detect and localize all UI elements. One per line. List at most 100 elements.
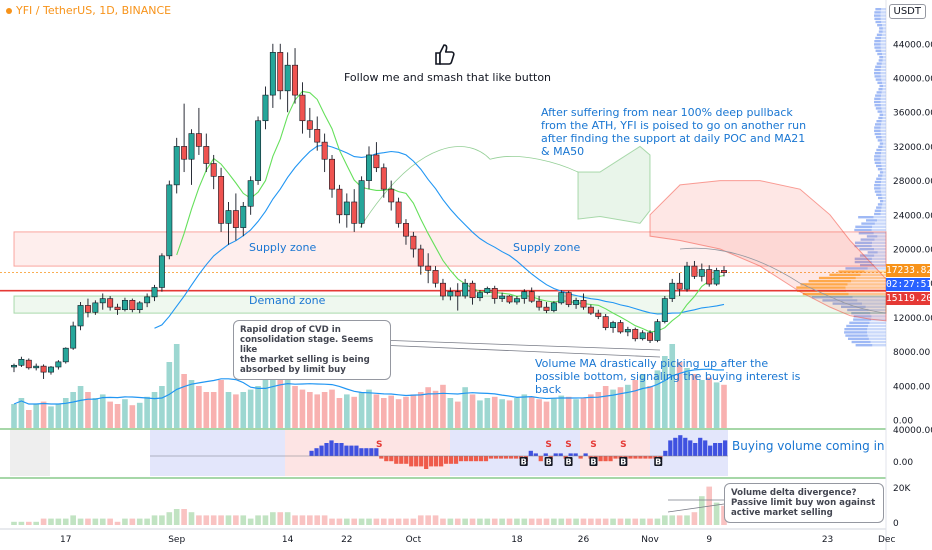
- volume-bar: [380, 398, 387, 428]
- profile-bar: [860, 273, 886, 276]
- volume-bar: [440, 384, 446, 428]
- axes: 44000.00 40000.00 36000.00 32000.00 28000.00…: [60, 40, 932, 545]
- profile-bar: [870, 340, 886, 344]
- candle: [462, 278, 469, 299]
- profile-bar: [871, 257, 886, 260]
- volume-bar: [62, 398, 69, 428]
- profile-bar: [881, 78, 886, 81]
- candle: [343, 193, 350, 228]
- profile-bar: [880, 132, 886, 136]
- delta-bar: [25, 521, 32, 525]
- candle: [166, 180, 173, 260]
- candle-body: [336, 188, 343, 216]
- profile-bar: [879, 56, 883, 59]
- candle: [617, 319, 624, 334]
- profile-bar: [875, 8, 882, 11]
- candle: [491, 285, 498, 304]
- candle: [647, 330, 654, 344]
- candle-body: [247, 180, 254, 207]
- candle-body: [573, 299, 580, 305]
- profile-bar: [853, 315, 872, 318]
- delta-bar: [210, 515, 217, 525]
- candle-body: [321, 141, 328, 160]
- candle: [602, 313, 609, 331]
- volume-bar: [617, 387, 624, 428]
- candle: [425, 253, 432, 284]
- buy-signal-box: [564, 457, 573, 466]
- candle-body: [380, 167, 387, 190]
- delta-bar: [203, 515, 210, 525]
- candle: [373, 142, 380, 173]
- profile-bar: [853, 318, 872, 321]
- volume-bar: [610, 389, 616, 428]
- candle: [610, 320, 617, 333]
- profile-bar: [874, 40, 881, 43]
- currency-button[interactable]: USDT: [888, 4, 926, 19]
- candle-body: [661, 298, 668, 322]
- volume-bar: [122, 399, 128, 428]
- candle: [676, 272, 683, 297]
- candle-body: [269, 52, 276, 96]
- cvd-bar: [468, 456, 474, 462]
- delta-bar: [55, 518, 62, 525]
- volume-bar: [366, 389, 372, 428]
- candle-body: [210, 163, 217, 177]
- profile-bar: [808, 280, 852, 283]
- buy-signal-label: B: [565, 458, 571, 467]
- profile-bar: [880, 104, 886, 107]
- candle: [395, 197, 402, 228]
- candle-body: [676, 282, 683, 290]
- candle-body: [462, 282, 469, 297]
- cvd-bar: [399, 456, 404, 464]
- profile-bar: [874, 97, 881, 100]
- profile-bar: [855, 225, 873, 228]
- profile-bar: [877, 81, 883, 84]
- candle-body: [255, 120, 262, 181]
- cvd-bar: [349, 445, 354, 456]
- delta-bar: [314, 515, 321, 525]
- profile-bar: [800, 283, 848, 286]
- profile-bar: [882, 139, 886, 142]
- cvd-bar: [344, 445, 349, 456]
- volume-bar: [240, 392, 247, 428]
- candle: [521, 289, 528, 304]
- volume-delta-panel: [11, 486, 727, 525]
- delta-bar: [558, 518, 565, 525]
- cvd-bar: [533, 453, 538, 456]
- candle: [92, 300, 99, 315]
- candle-body: [218, 176, 225, 224]
- x-tick-label: 17: [60, 535, 71, 545]
- cvd-bar: [643, 456, 648, 459]
- profile-bar: [845, 267, 868, 270]
- delta-bar: [602, 518, 609, 525]
- buy-signal-box: [544, 457, 553, 466]
- supply-zone-label-right: Supply zone: [513, 241, 581, 254]
- candle: [366, 146, 372, 190]
- volume-bar: [713, 382, 720, 428]
- cvd-bar: [473, 456, 479, 462]
- candle-body: [129, 299, 136, 311]
- delta-bar: [454, 518, 461, 525]
- cvd-bar: [693, 443, 698, 456]
- candle-body: [558, 292, 565, 304]
- profile-bar: [838, 270, 865, 273]
- volume-bar: [410, 394, 417, 428]
- profile-bar: [874, 238, 886, 241]
- candle-body: [158, 255, 165, 288]
- candle-body: [314, 129, 321, 143]
- profile-bar: [869, 321, 886, 324]
- delta-bar: [595, 518, 602, 525]
- cvd-bar: [384, 456, 389, 462]
- candle: [107, 296, 114, 311]
- profile-bar: [874, 209, 881, 212]
- candle-body: [624, 329, 631, 333]
- profile-bar: [848, 292, 886, 296]
- profile-bar: [877, 203, 883, 206]
- profile-bar: [841, 305, 866, 308]
- candle-body: [166, 184, 173, 257]
- profile-bar: [871, 228, 886, 232]
- delta-bar: [610, 518, 616, 525]
- cvd-bar: [434, 456, 439, 467]
- delta-bar: [181, 509, 187, 525]
